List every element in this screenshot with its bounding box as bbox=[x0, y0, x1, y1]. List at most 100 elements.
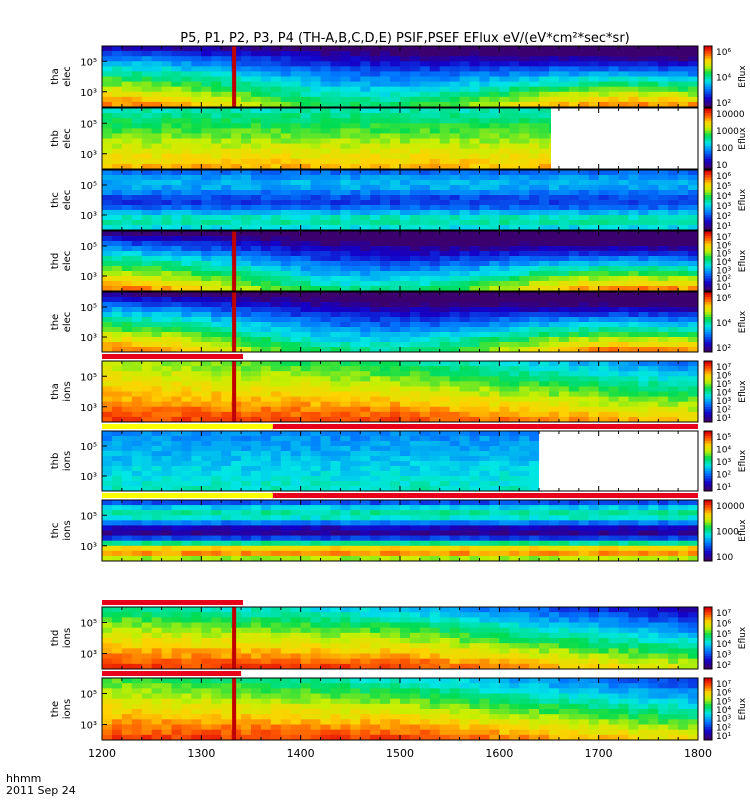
spectrogram-cell bbox=[529, 76, 540, 83]
spectrogram-cell bbox=[668, 170, 679, 176]
spectrogram-cell bbox=[181, 66, 192, 72]
spectrogram-cell bbox=[350, 128, 361, 134]
spectrogram-cell bbox=[459, 153, 471, 160]
spectrogram-cell bbox=[449, 118, 461, 124]
spectrogram-cell bbox=[310, 175, 322, 181]
spectrogram-cell bbox=[350, 96, 361, 103]
spectrogram-cell bbox=[141, 312, 153, 318]
spectrogram-cell bbox=[489, 246, 500, 252]
spectrogram-cell bbox=[419, 236, 431, 242]
spectrogram-cell bbox=[151, 138, 163, 145]
spectrogram-cell bbox=[638, 231, 649, 237]
spectrogram-cell bbox=[449, 276, 461, 282]
spectrogram-cell bbox=[111, 200, 123, 206]
colorbar-tick-label: 10² bbox=[716, 275, 731, 285]
spectrogram-cell bbox=[658, 307, 669, 313]
spectrogram-cell bbox=[350, 241, 361, 247]
spectrogram-cell bbox=[310, 215, 322, 221]
spectrogram-cell bbox=[489, 148, 500, 155]
spectrogram-cell bbox=[668, 416, 679, 423]
spectrogram-cell bbox=[141, 71, 153, 77]
spectrogram-cell bbox=[419, 371, 431, 377]
spectrogram-cell bbox=[400, 411, 411, 418]
spectrogram-cell bbox=[678, 312, 689, 318]
spectrogram-cell bbox=[459, 276, 471, 282]
spectrogram-cell bbox=[340, 91, 351, 98]
spectrogram-cell bbox=[489, 118, 500, 124]
spectrogram-cell bbox=[131, 225, 143, 231]
spectrogram-cell bbox=[390, 256, 401, 262]
spectrogram-cell bbox=[111, 153, 123, 160]
spectrogram-cell bbox=[489, 200, 500, 206]
spectrogram-cell bbox=[251, 461, 262, 467]
spectrogram-cell bbox=[539, 317, 550, 323]
spectrogram-cell bbox=[529, 185, 540, 191]
spectrogram-cell bbox=[111, 297, 123, 303]
spectrogram-cell bbox=[310, 317, 322, 323]
spectrogram-cell bbox=[499, 163, 510, 170]
spectrogram-cell bbox=[558, 376, 570, 382]
spectrogram-cell bbox=[181, 133, 192, 139]
spectrogram-cell bbox=[489, 286, 500, 292]
spectrogram-cell bbox=[499, 276, 510, 282]
spectrogram-cell bbox=[519, 108, 530, 114]
spectrogram-cell bbox=[270, 220, 282, 226]
spectrogram-cell bbox=[330, 286, 341, 292]
spectrogram-cell bbox=[330, 118, 341, 124]
spectrogram-cell bbox=[131, 456, 143, 462]
spectrogram-cell bbox=[330, 251, 341, 257]
spectrogram-cell bbox=[439, 200, 451, 206]
spectrogram-cell bbox=[241, 337, 252, 343]
spectrogram-cell bbox=[171, 148, 182, 155]
spectrogram-cell bbox=[658, 312, 669, 318]
spectrogram-cell bbox=[320, 46, 331, 52]
spectrogram-cell bbox=[171, 366, 182, 372]
spectrogram-cell bbox=[300, 225, 312, 231]
spectrogram-cell bbox=[310, 376, 322, 382]
spectrogram-cell bbox=[549, 261, 560, 267]
spectrogram-cell bbox=[171, 271, 182, 277]
spectrogram-cell bbox=[568, 86, 580, 93]
spectrogram-cell bbox=[241, 332, 252, 338]
spectrogram-cell bbox=[290, 401, 302, 408]
spectrogram-cell bbox=[390, 180, 401, 186]
colorbar-segment bbox=[704, 394, 712, 398]
spectrogram-cell bbox=[211, 138, 222, 145]
spectrogram-cell bbox=[469, 391, 480, 398]
spectrogram-cell bbox=[191, 81, 202, 88]
spectrogram-cell bbox=[568, 190, 580, 196]
spectrogram-cell bbox=[449, 266, 461, 272]
spectrogram-cell bbox=[102, 241, 113, 247]
spectrogram-cell bbox=[310, 101, 322, 108]
spectrogram-cell bbox=[131, 241, 143, 247]
spectrogram-cell bbox=[231, 251, 242, 257]
spectrogram-cell bbox=[479, 401, 490, 408]
panel-species-label: elec bbox=[62, 312, 73, 333]
spectrogram-cell bbox=[360, 366, 371, 372]
spectrogram-cell bbox=[618, 170, 629, 176]
spectrogram-cell bbox=[449, 297, 461, 303]
spectrogram-cell bbox=[539, 153, 550, 160]
spectrogram-cell bbox=[658, 361, 669, 367]
spectrogram-cell bbox=[489, 180, 500, 186]
spectrogram-cell bbox=[290, 175, 302, 181]
spectrogram-cell bbox=[549, 205, 560, 211]
colorbar-segment bbox=[704, 192, 712, 196]
spectrogram-cell bbox=[201, 86, 212, 93]
spectrogram-cell bbox=[221, 347, 232, 353]
spectrogram-cell bbox=[111, 376, 123, 382]
spectrogram-cell bbox=[449, 220, 461, 226]
spectrogram-cell bbox=[409, 81, 421, 88]
spectrogram-cell bbox=[141, 101, 153, 108]
spectrogram-cell bbox=[360, 133, 371, 139]
colorbar-segment bbox=[704, 53, 712, 57]
spectrogram-cell bbox=[231, 256, 242, 262]
spectrogram-cell bbox=[370, 317, 381, 323]
spectrogram-cell bbox=[201, 401, 212, 408]
spectrogram-cell bbox=[558, 246, 570, 252]
spectrogram-cell bbox=[400, 108, 411, 114]
spectrogram-cell bbox=[191, 312, 202, 318]
spectrogram-cell bbox=[529, 180, 540, 186]
spectrogram-cell bbox=[668, 71, 679, 77]
spectrogram-cell bbox=[161, 286, 173, 292]
